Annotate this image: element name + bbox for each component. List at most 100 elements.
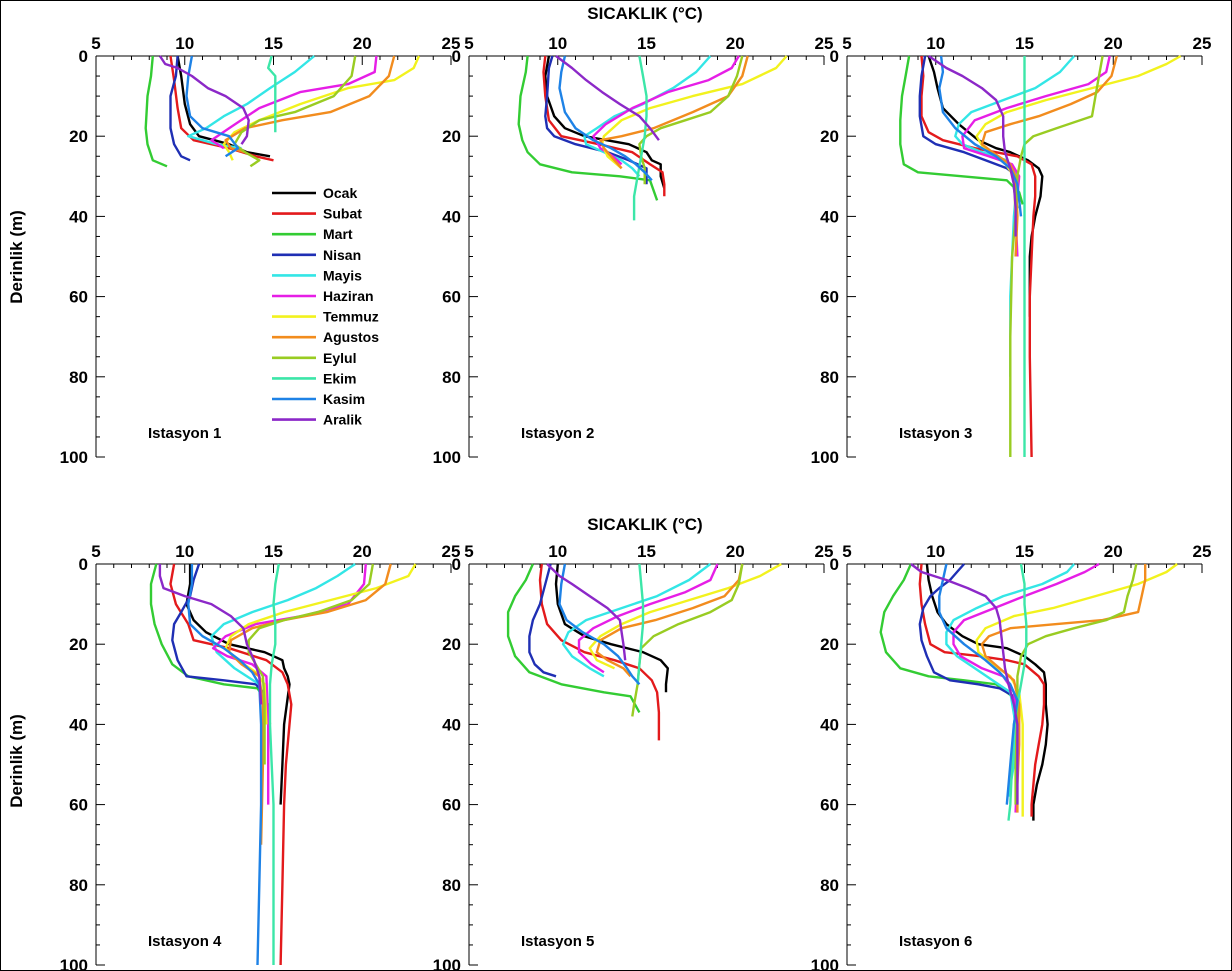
y-axis-title-bottom: Derinlik (m)	[7, 714, 26, 808]
series-line-kasim	[938, 55, 1023, 217]
x-tick-label: 10	[926, 542, 945, 561]
series-line-agustos	[224, 55, 396, 154]
y-tick-label: 100	[60, 956, 88, 970]
series-line-kasim	[558, 563, 641, 686]
x-axis-title-bottom: SICAKLIK (°C)	[587, 515, 702, 534]
series-line-mart	[899, 55, 1024, 205]
series-line-temmuz	[224, 563, 417, 725]
x-tick-label: 5	[842, 542, 851, 561]
series-line-ocak	[925, 563, 1049, 821]
x-tick-label: 15	[637, 34, 656, 53]
x-tick-label: 25	[442, 542, 461, 561]
series-line-nisan	[171, 563, 268, 725]
y-tick-label: 40	[69, 207, 88, 226]
y-tick-label: 0	[452, 555, 461, 574]
y-tick-label: 0	[452, 47, 461, 66]
x-tick-label: 5	[91, 542, 100, 561]
station-label: Istasyon 2	[521, 425, 594, 442]
x-tick-label: 5	[464, 542, 473, 561]
series-line-ekim	[1007, 563, 1028, 821]
series-line-mayis	[945, 563, 1076, 797]
series-line-aralik	[546, 563, 627, 661]
y-tick-label: 100	[811, 956, 839, 970]
series-line-mayis	[583, 55, 712, 178]
legend-label-ekim: Ekim	[323, 370, 356, 386]
x-tick-label: 25	[442, 34, 461, 53]
series-line-aralik	[555, 55, 660, 141]
series-line-temmuz	[975, 563, 1178, 817]
y-tick-label: 100	[811, 448, 839, 467]
y-tick-label: 20	[820, 127, 839, 146]
station-label: Istasyon 5	[521, 933, 594, 950]
series-line-haziran	[210, 55, 378, 150]
y-tick-label: 20	[820, 635, 839, 654]
station-label: Istasyon 4	[148, 933, 222, 950]
series-line-nisan	[169, 55, 191, 162]
series-line-mart	[506, 563, 641, 713]
y-tick-label: 40	[69, 715, 88, 734]
series-group	[144, 55, 421, 168]
series-line-eylul	[247, 563, 375, 765]
y-tick-label: 100	[60, 448, 88, 467]
series-line-subat	[920, 55, 1037, 458]
series-line-temmuz	[975, 54, 1182, 217]
series-line-ekim	[267, 55, 277, 133]
series-line-mayis	[561, 563, 712, 678]
y-tick-label: 0	[830, 47, 839, 66]
series-line-eylul	[638, 55, 744, 185]
x-tick-label: 5	[842, 34, 851, 53]
series-line-kasim	[185, 55, 240, 158]
y-tick-label: 40	[820, 715, 839, 734]
y-tick-label: 20	[69, 127, 88, 146]
series-line-mayis	[187, 55, 316, 150]
legend-label-nisan: Nisan	[323, 247, 361, 263]
x-tick-label: 25	[815, 34, 834, 53]
y-tick-label: 60	[442, 796, 461, 815]
series-line-aralik	[158, 564, 263, 705]
series-group	[506, 562, 782, 741]
y-tick-label: 40	[442, 715, 461, 734]
series-line-ekim	[268, 563, 280, 965]
y-tick-label: 60	[69, 288, 88, 307]
y-tick-label: 20	[442, 635, 461, 654]
legend-label-mart: Mart	[323, 226, 353, 242]
series-line-temmuz	[588, 562, 782, 670]
legend-label-eylul: Eylul	[323, 350, 356, 366]
series-line-eylul	[233, 55, 357, 168]
series-group	[879, 562, 1178, 821]
legend-label-agustos: Agustos	[323, 329, 379, 345]
series-line-ekim	[632, 55, 648, 221]
x-tick-label: 25	[1193, 542, 1212, 561]
x-tick-label: 20	[726, 34, 745, 53]
series-line-subat	[169, 563, 293, 966]
y-tick-label: 80	[820, 876, 839, 895]
series-line-kasim	[187, 564, 263, 966]
series-line-mart	[879, 563, 1021, 710]
series-line-kasim	[938, 563, 1019, 805]
x-tick-label: 15	[264, 34, 283, 53]
y-tick-label: 40	[442, 207, 461, 226]
station-label: Istasyon 1	[148, 425, 221, 442]
y-tick-label: 80	[820, 368, 839, 387]
series-line-subat	[918, 563, 1046, 817]
x-tick-label: 10	[175, 542, 194, 561]
legend-label-subat: Subat	[323, 206, 362, 222]
legend-label-haziran: Haziran	[323, 288, 374, 304]
y-tick-label: 80	[442, 368, 461, 387]
series-line-haziran	[577, 563, 719, 674]
series-line-kasim	[558, 55, 653, 182]
y-tick-label: 60	[820, 288, 839, 307]
legend-label-ocak: Ocak	[323, 185, 357, 201]
y-tick-label: 80	[69, 876, 88, 895]
x-tick-label: 20	[353, 34, 372, 53]
series-line-mart	[517, 55, 659, 201]
series-line-nisan	[918, 563, 1019, 709]
x-tick-label: 20	[1104, 34, 1123, 53]
